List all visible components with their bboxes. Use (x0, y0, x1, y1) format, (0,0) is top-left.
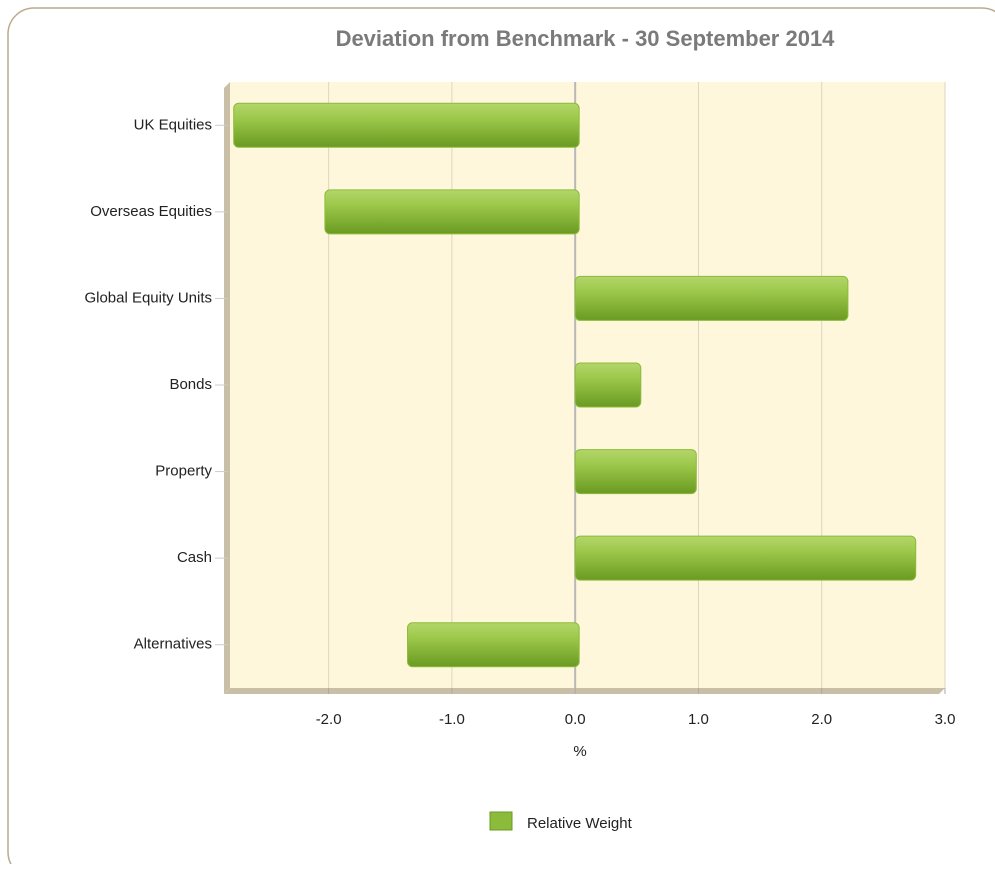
y-tick-label: Cash (177, 549, 212, 566)
bar (407, 622, 580, 668)
y-tick-label: Bonds (169, 376, 212, 393)
x-tick-label: 1.0 (688, 711, 709, 728)
legend-swatch (489, 811, 513, 831)
bar (574, 275, 849, 321)
x-tick-label: 0.0 (565, 711, 586, 728)
x-tick-label: -2.0 (316, 711, 342, 728)
legend-label: Relative Weight (527, 815, 633, 832)
x-axis-label: % (573, 743, 586, 760)
y-tick-label: Overseas Equities (90, 203, 212, 220)
depth-left (224, 82, 230, 694)
x-tick-label: 2.0 (811, 711, 832, 728)
bar (233, 102, 580, 148)
y-tick-label: Global Equity Units (84, 289, 212, 306)
chart-title: Deviation from Benchmark - 30 September … (336, 26, 836, 51)
y-tick-label: Alternatives (134, 636, 212, 653)
x-tick-label: 3.0 (935, 711, 956, 728)
x-tick-label: -1.0 (439, 711, 465, 728)
y-tick-label: UK Equities (134, 116, 212, 133)
y-tick-label: Property (155, 463, 212, 480)
bar (574, 362, 642, 408)
bar (574, 449, 697, 495)
bar (324, 189, 580, 235)
depth-bottom (224, 688, 945, 694)
bar (574, 535, 917, 581)
